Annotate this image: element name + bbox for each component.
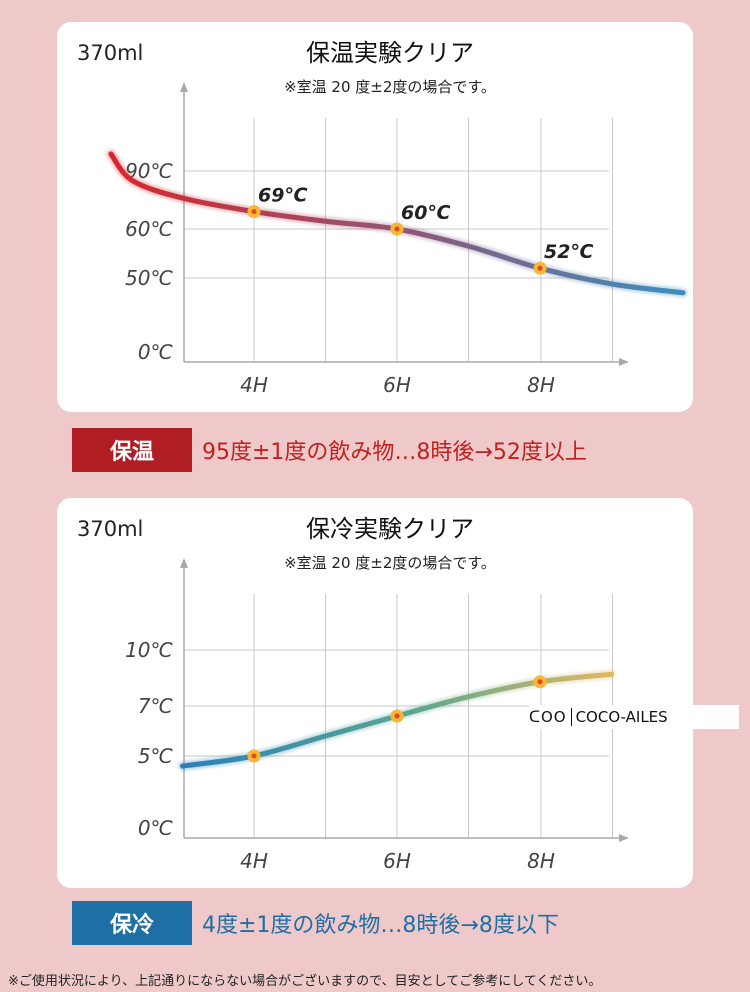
series-line bbox=[108, 151, 686, 296]
y-tick-label: 60℃ bbox=[125, 217, 173, 241]
y-tick-label: 0℃ bbox=[138, 340, 174, 364]
y-tick-label: 7℃ bbox=[138, 694, 174, 718]
brand-name: COCO-AILES bbox=[575, 708, 668, 726]
x-tick-label: 4H bbox=[240, 373, 268, 397]
cold-summary-tag: 保冷 bbox=[72, 901, 192, 945]
chart-title: 保温実験クリア bbox=[306, 39, 474, 67]
y-axis-arrow-icon bbox=[180, 82, 188, 92]
chart-title: 保冷実験クリア bbox=[306, 515, 474, 543]
cold-retention-chart: 0℃ 5℃ 7℃ 10℃ 4H 6H 8H bbox=[125, 558, 629, 873]
x-tick-label: 6H bbox=[383, 373, 411, 397]
room-temp-note: ※室温 20 度±2度の場合です。 bbox=[284, 554, 496, 572]
data-label: 60℃ bbox=[401, 202, 450, 224]
data-point-center bbox=[251, 753, 257, 759]
data-point-center bbox=[537, 679, 543, 685]
usage-footnote: ※ご使用状況により、上記通りにならない場合がございますので、目安としてご参考にし… bbox=[8, 974, 602, 989]
x-tick-label: 8H bbox=[527, 373, 555, 397]
heat-summary-tag: 保温 bbox=[72, 428, 192, 472]
data-label: 69℃ bbox=[258, 185, 307, 207]
data-label: 52℃ bbox=[544, 241, 593, 263]
cold-summary-text: 4度±1度の飲み物…8時後→8度以下 bbox=[202, 913, 559, 938]
room-temp-note: ※室温 20 度±2度の場合です。 bbox=[284, 78, 496, 96]
volume-label: 370ml bbox=[77, 41, 144, 65]
y-tick-label: 10℃ bbox=[125, 638, 173, 662]
x-tick-label: 6H bbox=[383, 849, 411, 873]
volume-label: 370ml bbox=[77, 517, 144, 541]
heat-summary-bar: 保温 95度±1度の飲み物…8時後→52度以上 bbox=[72, 428, 587, 472]
heat-retention-card: 370ml 保温実験クリア ※室温 20 度±2度の場合です。 0℃ 50℃ 60℃… bbox=[57, 22, 693, 412]
brand-watermark: ᑕOO COCO-AILES bbox=[529, 705, 739, 729]
x-tick-label: 4H bbox=[240, 849, 268, 873]
data-point-center bbox=[394, 713, 400, 719]
brand-separator bbox=[570, 708, 572, 726]
x-tick-label: 8H bbox=[527, 849, 555, 873]
x-axis-arrow-icon bbox=[619, 834, 629, 842]
data-point-center bbox=[537, 265, 543, 271]
x-axis-arrow-icon bbox=[619, 358, 629, 366]
data-point-center bbox=[251, 209, 257, 215]
cold-summary-bar: 保冷 4度±1度の飲み物…8時後→8度以下 bbox=[72, 901, 559, 945]
data-point-center bbox=[394, 226, 400, 232]
brand-logo-icon: ᑕOO bbox=[529, 708, 567, 726]
y-axis-arrow-icon bbox=[180, 558, 188, 568]
heat-summary-text: 95度±1度の飲み物…8時後→52度以上 bbox=[202, 440, 587, 465]
cold-retention-card: 370ml 保冷実験クリア ※室温 20 度±2度の場合です。 0℃ 5℃ 7℃ 10… bbox=[57, 498, 739, 888]
y-tick-label: 50℃ bbox=[125, 266, 173, 290]
y-tick-label: 0℃ bbox=[138, 816, 174, 840]
y-tick-label: 5℃ bbox=[138, 744, 174, 768]
